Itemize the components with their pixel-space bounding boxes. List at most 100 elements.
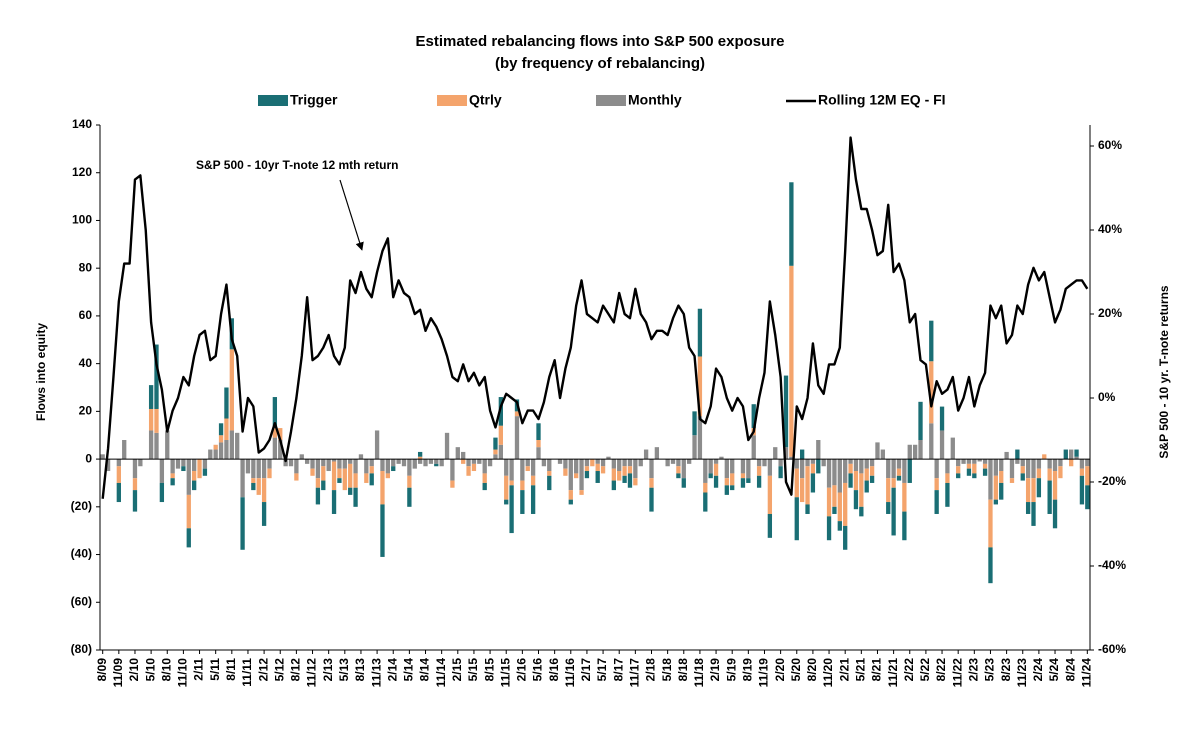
y2-tick-label: 20% bbox=[1098, 306, 1122, 320]
bar bbox=[530, 485, 536, 514]
bar bbox=[417, 451, 423, 457]
bar bbox=[197, 459, 202, 479]
bar bbox=[369, 473, 374, 486]
bar bbox=[606, 456, 611, 460]
bar bbox=[886, 502, 891, 514]
bar bbox=[902, 482, 907, 512]
x-tick-label: 8/09 bbox=[95, 658, 109, 682]
bar bbox=[1042, 454, 1047, 460]
bar bbox=[891, 459, 896, 479]
y2-tick-label: -40% bbox=[1098, 558, 1126, 572]
bar bbox=[385, 459, 391, 474]
bar bbox=[1009, 459, 1015, 479]
bar bbox=[1069, 459, 1074, 467]
bar bbox=[369, 459, 374, 467]
bar bbox=[794, 459, 799, 469]
x-tick-label: 5/20 bbox=[789, 658, 803, 682]
bar bbox=[918, 401, 923, 440]
bar bbox=[1020, 473, 1025, 481]
bar bbox=[670, 459, 676, 464]
bar bbox=[1052, 499, 1058, 529]
bar bbox=[595, 459, 600, 464]
bar bbox=[703, 482, 708, 493]
bar bbox=[961, 459, 966, 464]
bar bbox=[826, 516, 832, 541]
bar bbox=[826, 487, 832, 517]
bar bbox=[810, 473, 816, 493]
bar bbox=[939, 430, 945, 460]
bar bbox=[175, 459, 181, 469]
bar bbox=[148, 385, 154, 409]
bar bbox=[929, 361, 934, 424]
bar bbox=[466, 459, 471, 467]
bar bbox=[256, 478, 261, 495]
bar bbox=[848, 473, 853, 488]
bar bbox=[853, 471, 859, 491]
bar bbox=[1079, 475, 1085, 505]
bar bbox=[261, 478, 267, 503]
y2-tick-label: 0% bbox=[1098, 390, 1116, 404]
bar bbox=[1025, 459, 1031, 479]
bar bbox=[482, 459, 487, 474]
y2-axis-label: S&P 500 - 10 yr. T-note returns bbox=[1157, 285, 1171, 459]
bar bbox=[665, 459, 670, 467]
bar bbox=[584, 471, 590, 479]
bar bbox=[654, 447, 660, 460]
bar bbox=[224, 440, 229, 460]
x-tick-label: 2/12 bbox=[256, 658, 270, 682]
bar bbox=[810, 463, 816, 474]
bar bbox=[251, 459, 256, 479]
bar bbox=[886, 478, 891, 503]
bar bbox=[600, 459, 606, 467]
bar bbox=[708, 473, 713, 479]
bar bbox=[504, 475, 509, 500]
bar bbox=[493, 437, 498, 450]
x-tick-label: 5/23 bbox=[983, 658, 997, 682]
bar bbox=[993, 459, 998, 476]
bar bbox=[498, 425, 503, 445]
bar bbox=[805, 504, 810, 514]
x-tick-label: 5/16 bbox=[531, 658, 545, 682]
bar bbox=[864, 468, 869, 481]
bar bbox=[267, 468, 272, 479]
bar bbox=[891, 487, 896, 536]
bar bbox=[208, 449, 213, 460]
legend-label: Monthly bbox=[628, 92, 682, 108]
bar bbox=[950, 437, 955, 460]
bar bbox=[751, 404, 756, 429]
y-tick-label: 120 bbox=[72, 165, 92, 179]
bar bbox=[778, 459, 783, 467]
bar bbox=[471, 463, 477, 472]
x-tick-label: 2/16 bbox=[515, 658, 529, 682]
bar bbox=[1036, 468, 1042, 479]
bar bbox=[972, 473, 977, 479]
y-tick-label: 40 bbox=[79, 356, 93, 370]
bar bbox=[337, 459, 342, 469]
bar bbox=[148, 408, 154, 431]
bar bbox=[848, 459, 853, 464]
bar bbox=[407, 475, 412, 488]
bar bbox=[832, 506, 837, 514]
bar bbox=[719, 456, 724, 460]
bar bbox=[132, 478, 138, 491]
x-tick-label: 2/21 bbox=[837, 658, 851, 682]
bar bbox=[364, 473, 369, 483]
bar bbox=[348, 487, 353, 495]
x-tick-label: 5/14 bbox=[402, 658, 416, 682]
bar bbox=[525, 466, 530, 472]
bar bbox=[584, 459, 590, 467]
bar bbox=[724, 478, 729, 486]
bar bbox=[837, 459, 842, 493]
bar bbox=[498, 397, 503, 426]
bar bbox=[826, 459, 832, 488]
bar bbox=[692, 411, 697, 436]
bar bbox=[240, 497, 245, 550]
bar bbox=[697, 356, 703, 417]
bar bbox=[746, 459, 751, 479]
bar bbox=[977, 459, 982, 462]
x-tick-label: 11/20 bbox=[821, 658, 835, 688]
bar bbox=[713, 475, 719, 488]
x-tick-label: 2/20 bbox=[773, 658, 787, 682]
bar bbox=[138, 459, 143, 467]
bar bbox=[493, 454, 498, 460]
